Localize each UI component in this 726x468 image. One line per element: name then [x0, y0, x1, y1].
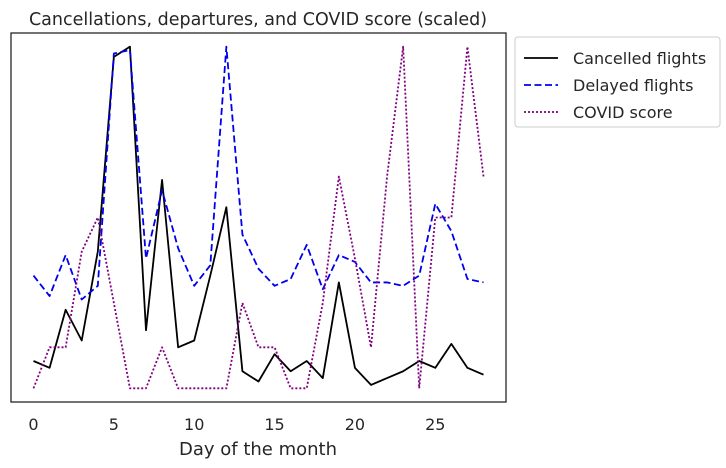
plot-frame [10, 32, 507, 403]
x-tick-label: 0 [28, 415, 38, 434]
chart-title: Cancellations, departures, and COVID sco… [29, 10, 487, 30]
x-tick-label: 5 [109, 415, 119, 434]
legend-label-covid-score: COVID score [573, 103, 673, 122]
legend-label-delayed-flights: Delayed flights [573, 76, 693, 95]
legend: Cancelled flights Delayed flights COVID sc… [514, 36, 721, 128]
series-line-covid-score [32, 45, 485, 390]
legend-label-cancelled-flights: Cancelled flights [573, 49, 706, 68]
series-line-delayed-flights [32, 45, 484, 301]
series-line-cancelled-flights [33, 45, 484, 386]
x-tick-label: 20 [345, 415, 365, 434]
x-tick-label: 25 [425, 415, 445, 434]
plot-area [32, 45, 485, 390]
x-tick-label: 15 [264, 415, 284, 434]
legend-box [514, 36, 721, 128]
x-axis-label: Day of the month [179, 439, 337, 460]
x-axis-ticks: 0 5 10 15 20 25 [28, 415, 445, 434]
x-tick-label: 10 [184, 415, 204, 434]
